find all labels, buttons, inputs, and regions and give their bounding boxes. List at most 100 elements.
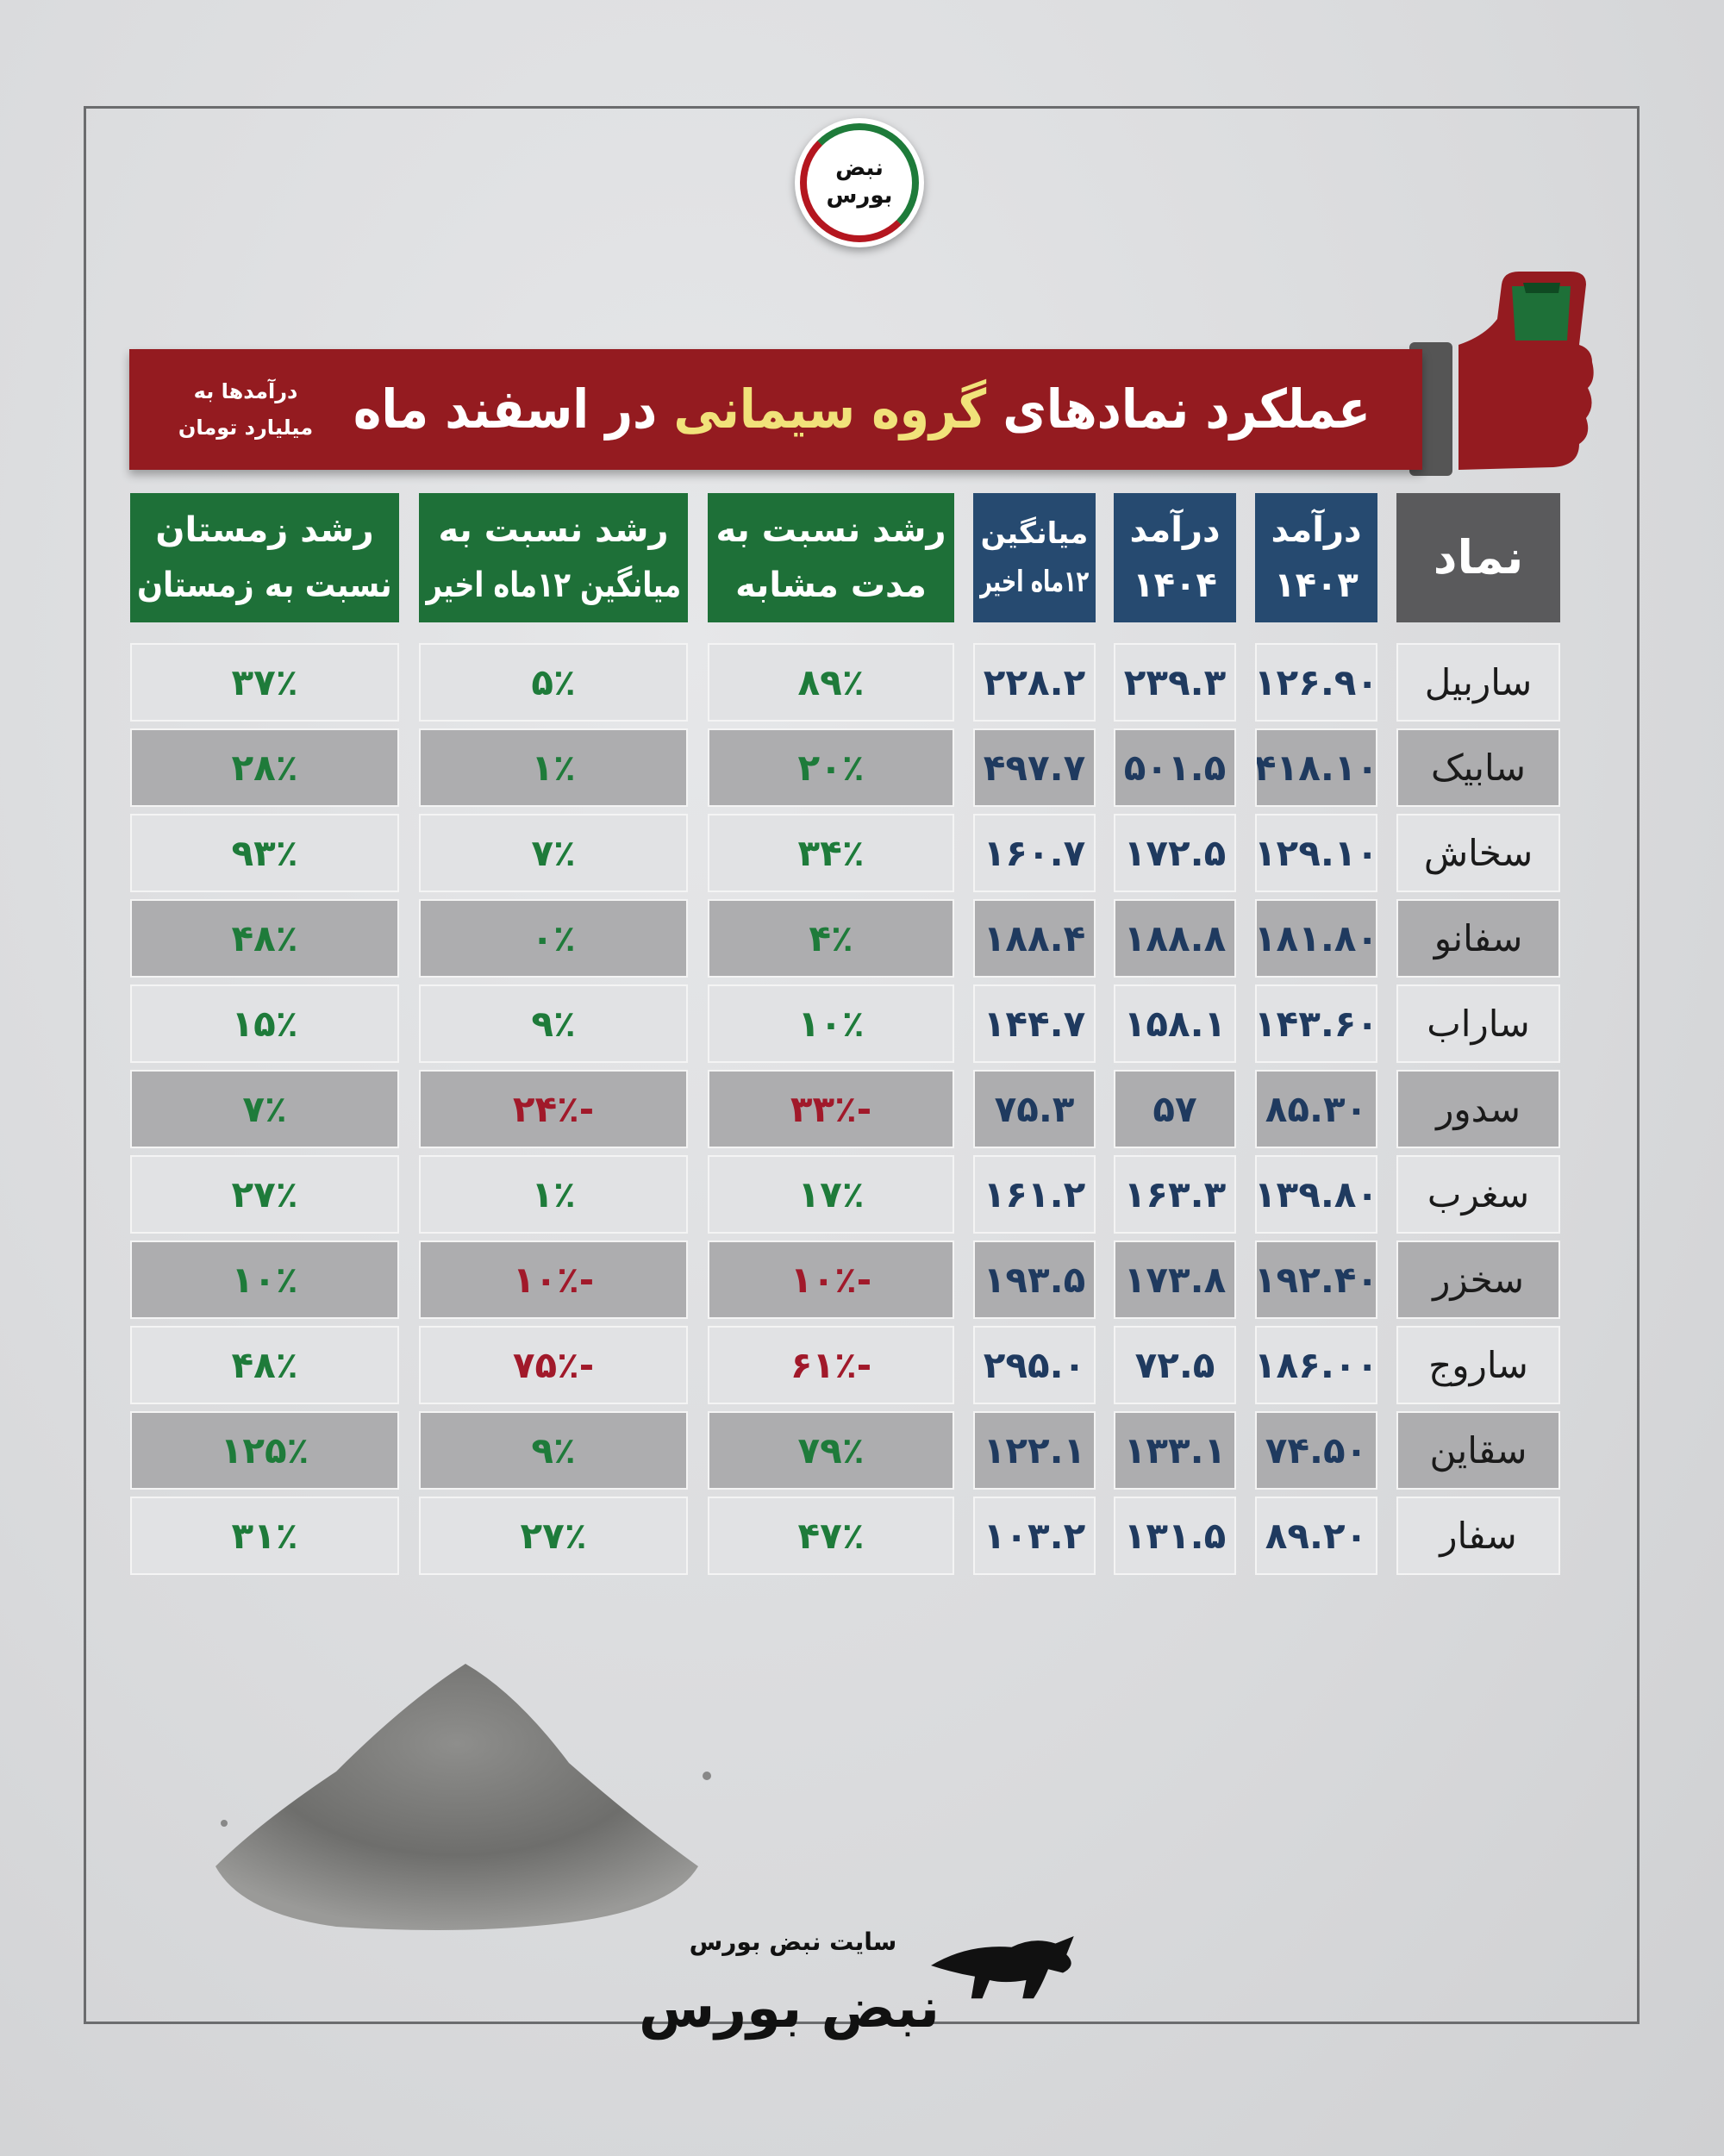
cell-avg-12m: ۱۶۱.۲ xyxy=(973,1155,1096,1234)
cell-growth-yoy: ۱۰٪ xyxy=(708,984,954,1063)
header-symbol: نماد xyxy=(1396,493,1560,622)
cell-revenue-1404: ۱۳۱.۵ xyxy=(1114,1497,1236,1575)
header-line: ۱۴۰۳ xyxy=(1274,566,1359,605)
cell-revenue-1404: ۱۵۸.۱ xyxy=(1114,984,1236,1063)
brand-logo: نبض بورس xyxy=(795,118,924,247)
cell-revenue-1403: ۷۴.۵۰ xyxy=(1255,1411,1377,1490)
cell-avg-12m: ۲۲۸.۲ xyxy=(973,643,1096,722)
page-frame xyxy=(84,106,1640,2024)
cell-growth-vs-avg: ۹٪ xyxy=(419,1411,688,1490)
cell-revenue-1404: ۲۳۹.۳ xyxy=(1114,643,1236,722)
cell-avg-12m: ۲۹۵.۰ xyxy=(973,1326,1096,1404)
header-line: ۱۲ماه اخیر xyxy=(979,565,1090,599)
header-label: رشد زمستان نسبت به زمستان xyxy=(130,503,399,613)
logo-ring xyxy=(800,123,919,242)
cell-revenue-1404: ۱۸۸.۸ xyxy=(1114,899,1236,978)
cell-avg-12m: ۱۶۰.۷ xyxy=(973,814,1096,892)
header-line: درآمد xyxy=(1129,510,1221,550)
header-line: میانگین ۱۲ماه اخیر xyxy=(426,566,681,605)
cell-growth-yoy: -۱۰٪ xyxy=(708,1240,954,1319)
hand-holding-banner-icon xyxy=(1459,272,1594,470)
cell-growth-winter: ۱۲۵٪ xyxy=(130,1411,399,1490)
cell-growth-vs-avg: ۵٪ xyxy=(419,643,688,722)
cell-growth-vs-avg: -۱۰٪ xyxy=(419,1240,688,1319)
title-part: در اسفند ماه xyxy=(353,378,674,441)
header-label: رشد نسبت به مدت مشابه xyxy=(708,503,954,613)
cell-growth-winter: ۳۷٪ xyxy=(130,643,399,722)
cell-revenue-1403: ۱۸۱.۸۰ xyxy=(1255,899,1377,978)
cell-growth-winter: ۷٪ xyxy=(130,1070,399,1148)
header-avg-12m: میانگین ۱۲ماه اخیر xyxy=(973,493,1096,622)
cell-symbol: سفانو xyxy=(1396,899,1560,978)
cell-growth-yoy: ۲۰٪ xyxy=(708,728,954,807)
cell-symbol: سفار xyxy=(1396,1497,1560,1575)
cell-growth-winter: ۹۳٪ xyxy=(130,814,399,892)
header-line: رشد نسبت به xyxy=(715,510,946,550)
cell-revenue-1404: ۱۶۳.۳ xyxy=(1114,1155,1236,1234)
cell-growth-vs-avg: ۹٪ xyxy=(419,984,688,1063)
page-title-area: عملکرد نمادهای گروه سیمانی در اسفند ماه xyxy=(353,368,1371,451)
cell-avg-12m: ۱۰۳.۲ xyxy=(973,1497,1096,1575)
cell-avg-12m: ۱۴۴.۷ xyxy=(973,984,1096,1063)
cement-pile-image xyxy=(216,1664,711,1930)
cell-growth-winter: ۲۷٪ xyxy=(130,1155,399,1234)
header-line: درآمد xyxy=(1271,510,1362,550)
cell-symbol: ساراب xyxy=(1396,984,1560,1063)
header-growth-winter: رشد زمستان نسبت به زمستان xyxy=(130,493,399,622)
cell-symbol: سخزر xyxy=(1396,1240,1560,1319)
header-growth-vs-avg: رشد نسبت به میانگین ۱۲ماه اخیر xyxy=(419,493,688,622)
header-line: رشد زمستان xyxy=(155,510,374,550)
header-line: میانگین xyxy=(980,516,1089,551)
cell-growth-vs-avg: ۱٪ xyxy=(419,1155,688,1234)
unit-line: درآمدها به xyxy=(193,379,298,403)
cell-revenue-1403: ۱۴۳.۶۰ xyxy=(1255,984,1377,1063)
footer-logo-text: نبض بورس xyxy=(638,1977,940,2040)
header-line: ۱۴۰۴ xyxy=(1133,566,1217,605)
unit-line: میلیارد تومان xyxy=(178,416,314,440)
cell-growth-winter: ۴۸٪ xyxy=(130,899,399,978)
cell-symbol: ساربیل xyxy=(1396,643,1560,722)
header-line: نماد xyxy=(1433,530,1524,584)
cell-avg-12m: ۷۵.۳ xyxy=(973,1070,1096,1148)
cell-symbol: سخاش xyxy=(1396,814,1560,892)
cell-revenue-1403: ۱۲۶.۹۰ xyxy=(1255,643,1377,722)
cell-revenue-1403: ۴۱۸.۱۰ xyxy=(1255,728,1377,807)
cell-growth-winter: ۲۸٪ xyxy=(130,728,399,807)
cell-symbol: سغرب xyxy=(1396,1155,1560,1234)
cell-revenue-1403: ۱۹۲.۴۰ xyxy=(1255,1240,1377,1319)
title-part: عملکرد نمادهای xyxy=(986,378,1371,441)
cell-growth-yoy: -۳۳٪ xyxy=(708,1070,954,1148)
header-label: نماد xyxy=(1396,530,1560,585)
cell-growth-winter: ۱۵٪ xyxy=(130,984,399,1063)
footer-site-label: سایت نبض بورس xyxy=(689,1928,897,1956)
cell-growth-vs-avg: ۷٪ xyxy=(419,814,688,892)
cell-revenue-1404: ۵۰۱.۵ xyxy=(1114,728,1236,807)
cell-growth-winter: ۱۰٪ xyxy=(130,1240,399,1319)
header-label: درآمد ۱۴۰۴ xyxy=(1114,503,1236,613)
cell-avg-12m: ۱۸۸.۴ xyxy=(973,899,1096,978)
cell-growth-yoy: ۱۷٪ xyxy=(708,1155,954,1234)
cell-avg-12m: ۴۹۷.۷ xyxy=(973,728,1096,807)
unit-note: درآمدها به میلیارد تومان xyxy=(164,373,328,446)
cell-revenue-1403: ۸۹.۲۰ xyxy=(1255,1497,1377,1575)
header-label: رشد نسبت به میانگین ۱۲ماه اخیر xyxy=(419,503,688,613)
cell-avg-12m: ۱۲۲.۱ xyxy=(973,1411,1096,1490)
header-line: مدت مشابه xyxy=(735,566,927,605)
cell-revenue-1404: ۷۲.۵ xyxy=(1114,1326,1236,1404)
bull-logo-icon xyxy=(931,1936,1074,1999)
cell-revenue-1403: ۱۸۶.۰۰ xyxy=(1255,1326,1377,1404)
header-revenue-1403: درآمد ۱۴۰۳ xyxy=(1255,493,1377,622)
cell-revenue-1403: ۸۵.۳۰ xyxy=(1255,1070,1377,1148)
cell-growth-yoy: ۳۴٪ xyxy=(708,814,954,892)
header-label: درآمد ۱۴۰۳ xyxy=(1255,503,1377,613)
title-highlight: گروه سیمانی xyxy=(673,378,987,441)
page-title: عملکرد نمادهای گروه سیمانی در اسفند ماه xyxy=(353,368,1371,451)
cell-revenue-1403: ۱۳۹.۸۰ xyxy=(1255,1155,1377,1234)
cell-revenue-1404: ۱۳۳.۱ xyxy=(1114,1411,1236,1490)
cell-growth-yoy: ۷۹٪ xyxy=(708,1411,954,1490)
header-growth-yoy: رشد نسبت به مدت مشابه xyxy=(708,493,954,622)
cell-symbol: سابیک xyxy=(1396,728,1560,807)
cell-growth-yoy: ۸۹٪ xyxy=(708,643,954,722)
cell-revenue-1404: ۵۷ xyxy=(1114,1070,1236,1148)
logo-text: نبض بورس xyxy=(795,154,924,209)
